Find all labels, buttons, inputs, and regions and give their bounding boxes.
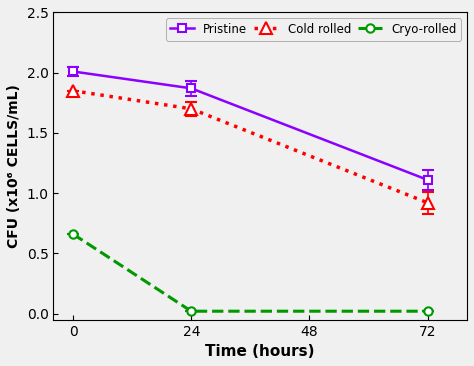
X-axis label: Time (hours): Time (hours)	[205, 344, 315, 359]
Legend: Pristine, Cold rolled, Cryo-rolled: Pristine, Cold rolled, Cryo-rolled	[165, 18, 461, 41]
Y-axis label: CFU (x10⁶ CELLS/mL): CFU (x10⁶ CELLS/mL)	[7, 84, 21, 248]
